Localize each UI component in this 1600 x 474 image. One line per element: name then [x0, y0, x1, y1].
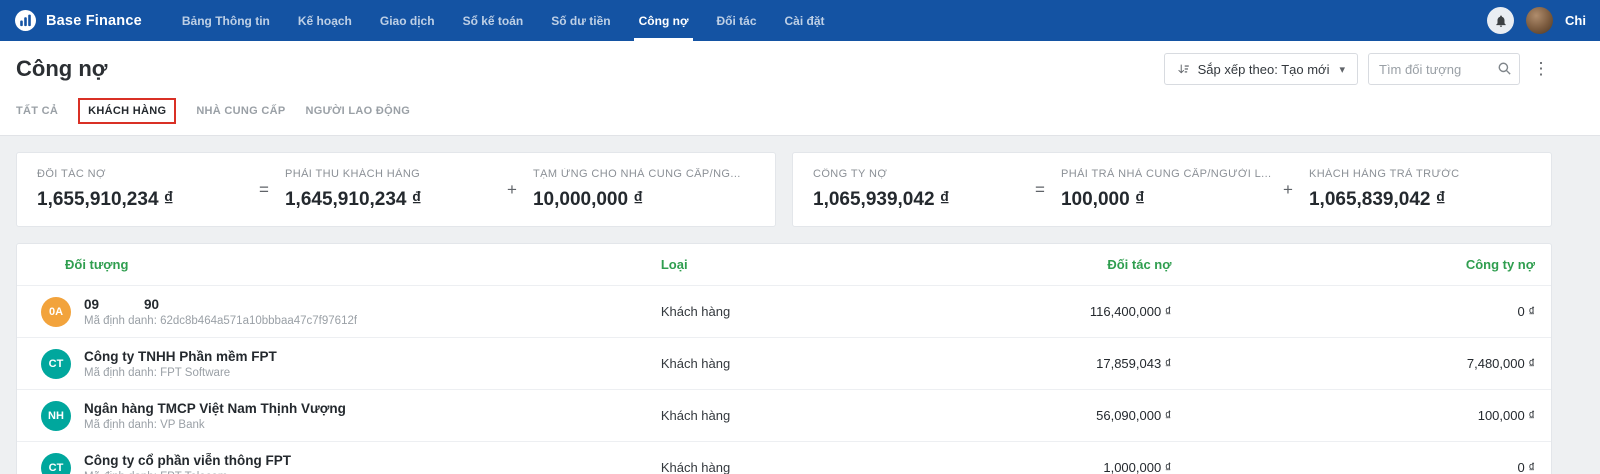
- company-debt-amount: 0 ₫: [1517, 304, 1535, 319]
- kebab-menu-icon[interactable]: ⋮: [1530, 53, 1552, 85]
- metric-khach-hang-tra-truoc: KHÁCH HÀNG TRẢ TRƯỚC 1,065,839,042 ₫: [1309, 168, 1531, 211]
- row-avatar: CT: [41, 348, 71, 379]
- search-input[interactable]: [1368, 53, 1520, 85]
- object-type: Khách hàng: [660, 356, 731, 371]
- partner-debt-amount: 1,000,000 ₫: [1103, 460, 1172, 474]
- object-id: Mã định danh: 62dc8b464a571a10bbbaa47c7f…: [84, 314, 358, 327]
- object-cell: 0A 09 90 Mã định danh: 62dc8b464a571a10b…: [33, 296, 661, 327]
- row-avatar: NH: [41, 400, 71, 431]
- partner-debt-amount: 17,859,043 ₫: [1096, 356, 1172, 371]
- metric-label: TẠM ỨNG CHO NHÀ CUNG CẤP/NG...: [532, 168, 741, 180]
- page-title: Công nợ: [16, 56, 108, 81]
- tab-khach-hang[interactable]: KHÁCH HÀNG: [78, 98, 177, 124]
- object-cell: CT Công ty TNHH Phần mềm FPT Mã định dan…: [33, 348, 661, 379]
- partner-debt-amount: 116,400,000 ₫: [1089, 304, 1172, 319]
- nav-item-cai-dat[interactable]: Cài đặt: [784, 13, 825, 28]
- user-name: Chi: [1565, 13, 1586, 28]
- plus-operator: +: [1283, 179, 1293, 199]
- column-header-doi-tac-no: Đối tác nợ: [1107, 257, 1172, 272]
- sort-dropdown[interactable]: Sắp xếp theo: Tạo mới ▾: [1163, 53, 1358, 85]
- nav-item-so-du-tien[interactable]: Số dư tiền: [551, 13, 611, 28]
- metric-value: 100,000 ₫: [1060, 189, 1145, 210]
- nav-item-cong-no[interactable]: Công nợ: [625, 0, 703, 41]
- metric-cong-ty-no: CÔNG TY NỢ 1,065,939,042 ₫: [813, 168, 1035, 211]
- summary-card-company-debt: CÔNG TY NỢ 1,065,939,042 ₫ = PHẢI TRẢ NH…: [792, 152, 1552, 227]
- object-type: Khách hàng: [660, 460, 731, 474]
- chevron-down-icon: ▾: [1339, 63, 1345, 76]
- company-debt-amount: 100,000 ₫: [1477, 408, 1535, 423]
- object-id: Mã định danh: FPT Telecom: [84, 471, 291, 474]
- debt-table: Đối tượng Loại Đối tác nợ Công ty nợ 0A …: [16, 243, 1552, 474]
- topbar: Base Finance Bảng Thông tin Kế hoạch Gia…: [0, 0, 1600, 41]
- row-avatar: CT: [41, 452, 71, 474]
- metric-value: 1,645,910,234 ₫: [284, 189, 422, 210]
- sort-label: Sắp xếp theo: Tạo mới: [1197, 61, 1330, 77]
- filter-tabs: TẤT CẢ KHÁCH HÀNG NHÀ CUNG CẤP NGƯỜI LAO…: [16, 98, 1552, 135]
- object-type: Khách hàng: [660, 304, 731, 319]
- bell-icon: [1494, 14, 1508, 28]
- sort-icon: [1177, 63, 1190, 76]
- object-name: 09 90: [84, 296, 160, 312]
- table-row[interactable]: 0A 09 90 Mã định danh: 62dc8b464a571a10b…: [17, 285, 1551, 337]
- column-header-doi-tuong: Đối tượng: [65, 257, 129, 272]
- table-row[interactable]: CT Công ty cổ phần viễn thông FPT Mã địn…: [17, 441, 1551, 474]
- header-controls: Sắp xếp theo: Tạo mới ▾ ⋮: [1163, 53, 1552, 85]
- metric-value: 10,000,000 ₫: [532, 189, 644, 210]
- notification-bell-button[interactable]: [1487, 7, 1515, 34]
- search-box: [1368, 53, 1520, 85]
- metric-label: ĐỐI TÁC NỢ: [37, 168, 106, 180]
- object-name: Công ty TNHH Phần mềm FPT: [84, 348, 277, 364]
- object-name: Ngân hàng TMCP Việt Nam Thịnh Vượng: [84, 400, 346, 416]
- equals-operator: =: [1035, 179, 1045, 199]
- object-cell: CT Công ty cổ phần viễn thông FPT Mã địn…: [33, 452, 661, 474]
- topbar-right: Chi: [1487, 0, 1586, 41]
- object-type: Khách hàng: [660, 408, 731, 423]
- brand-name: Base Finance: [46, 12, 142, 29]
- search-icon: [1497, 61, 1512, 76]
- column-header-loai: Loại: [660, 257, 688, 272]
- object-id: Mã định danh: FPT Software: [84, 366, 231, 379]
- object-id: Mã định danh: VP Bank: [84, 418, 205, 431]
- table-header-row: Đối tượng Loại Đối tác nợ Công ty nợ: [17, 244, 1551, 285]
- page-header: Công nợ Sắp xếp theo: Tạo mới ▾: [0, 41, 1600, 136]
- main-nav: Bảng Thông tin Kế hoạch Giao dịch Sổ kế …: [168, 0, 839, 41]
- nav-item-doi-tac[interactable]: Đối tác: [716, 13, 757, 28]
- partner-debt-amount: 56,090,000 ₫: [1096, 408, 1172, 423]
- metric-value: 1,065,839,042 ₫: [1308, 189, 1446, 210]
- metric-label: PHẢI THU KHÁCH HÀNG: [284, 168, 421, 180]
- metric-value: 1,065,939,042 ₫: [813, 189, 950, 210]
- metric-doi-tac-no: ĐỐI TÁC NỢ 1,655,910,234 ₫: [37, 168, 259, 211]
- nav-item-giao-dich[interactable]: Giao dịch: [379, 13, 435, 28]
- base-logo-icon: [14, 9, 37, 32]
- user-avatar[interactable]: [1526, 7, 1554, 34]
- metric-phai-thu-khach-hang: PHẢI THU KHÁCH HÀNG 1,645,910,234 ₫: [285, 168, 507, 211]
- table-row[interactable]: CT Công ty TNHH Phần mềm FPT Mã định dan…: [17, 337, 1551, 389]
- metric-tam-ung: TẠM ỨNG CHO NHÀ CUNG CẤP/NG... 10,000,00…: [533, 168, 755, 211]
- tab-nha-cung-cap[interactable]: NHÀ CUNG CẤP: [196, 105, 286, 117]
- metric-value: 1,655,910,234 ₫: [37, 189, 174, 210]
- brand[interactable]: Base Finance: [14, 0, 142, 41]
- metric-label: PHẢI TRẢ NHÀ CUNG CẤP/NGƯỜI L...: [1060, 168, 1272, 180]
- metric-label: KHÁCH HÀNG TRẢ TRƯỚC: [1308, 168, 1460, 180]
- tab-tat-ca[interactable]: TẤT CẢ: [16, 105, 59, 117]
- summary-card-partner-debt: ĐỐI TÁC NỢ 1,655,910,234 ₫ = PHẢI THU KH…: [16, 152, 776, 227]
- object-cell: NH Ngân hàng TMCP Việt Nam Thịnh Vượng M…: [33, 400, 661, 431]
- plus-operator: +: [507, 179, 517, 199]
- company-debt-amount: 0 ₫: [1517, 460, 1535, 474]
- table-row[interactable]: NH Ngân hàng TMCP Việt Nam Thịnh Vượng M…: [17, 389, 1551, 441]
- metric-phai-tra: PHẢI TRẢ NHÀ CUNG CẤP/NGƯỜI L... 100,000…: [1061, 168, 1283, 211]
- row-avatar: 0A: [41, 296, 71, 327]
- column-header-cong-ty-no: Công ty nợ: [1465, 257, 1535, 272]
- equals-operator: =: [259, 179, 269, 199]
- company-debt-amount: 7,480,000 ₫: [1466, 356, 1535, 371]
- content: ĐỐI TÁC NỢ 1,655,910,234 ₫ = PHẢI THU KH…: [0, 136, 1600, 474]
- tab-nguoi-lao-dong[interactable]: NGƯỜI LAO ĐỘNG: [305, 105, 411, 117]
- nav-item-bang-thong-tin[interactable]: Bảng Thông tin: [181, 13, 270, 28]
- nav-item-so-ke-toan[interactable]: Sổ kế toán: [462, 13, 524, 28]
- metric-label: CÔNG TY NỢ: [813, 168, 888, 180]
- object-name: Công ty cổ phần viễn thông FPT: [84, 452, 291, 468]
- table-body: 0A 09 90 Mã định danh: 62dc8b464a571a10b…: [17, 285, 1551, 474]
- nav-item-ke-hoach[interactable]: Kế hoạch: [297, 13, 352, 28]
- summary-row: ĐỐI TÁC NỢ 1,655,910,234 ₫ = PHẢI THU KH…: [16, 152, 1552, 227]
